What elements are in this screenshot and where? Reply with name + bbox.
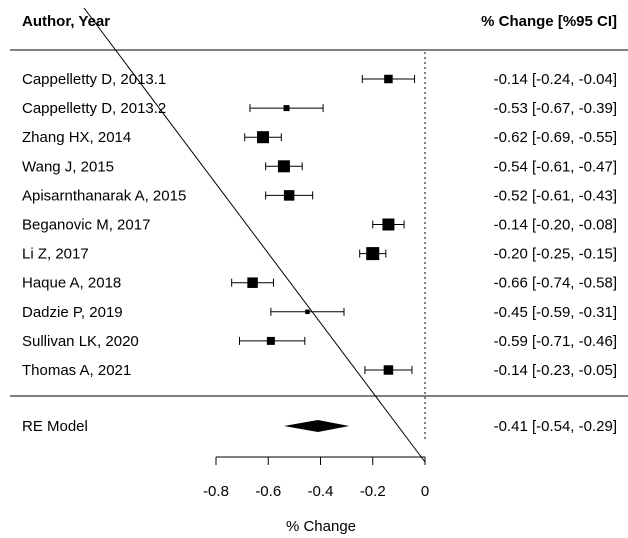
study-estimate: -0.62 [-0.69, -0.55]: [494, 129, 617, 146]
point-estimate: [247, 277, 258, 288]
study-label: Zhang HX, 2014: [22, 129, 131, 146]
header-estimate: % Change [%95 CI]: [481, 13, 617, 30]
point-estimate: [382, 218, 395, 231]
x-axis-label: % Change: [286, 518, 356, 535]
study-estimate: -0.20 [-0.25, -0.15]: [494, 246, 617, 263]
point-estimate: [266, 336, 275, 345]
summary-estimate: -0.41 [-0.54, -0.29]: [494, 418, 617, 435]
point-estimate: [305, 309, 310, 315]
study-estimate: -0.59 [-0.71, -0.46]: [494, 333, 617, 350]
point-estimate: [283, 105, 290, 112]
study-label: Cappelletty D, 2013.1: [22, 71, 166, 88]
study-estimate: -0.14 [-0.24, -0.04]: [494, 71, 617, 88]
x-tick-label: -0.6: [255, 483, 281, 500]
x-tick-label: -0.4: [308, 483, 334, 500]
study-label: Dadzie P, 2019: [22, 304, 123, 321]
study-estimate: -0.14 [-0.23, -0.05]: [494, 362, 617, 379]
header-study: Author, Year: [22, 13, 110, 30]
study-estimate: -0.53 [-0.67, -0.39]: [494, 100, 617, 117]
study-label: Sullivan LK, 2020: [22, 333, 139, 350]
study-label: Li Z, 2017: [22, 246, 89, 263]
study-estimate: -0.66 [-0.74, -0.58]: [494, 275, 617, 292]
study-estimate: -0.45 [-0.59, -0.31]: [494, 304, 617, 321]
study-label: Cappelletty D, 2013.2: [22, 100, 166, 117]
x-tick-label: 0: [421, 483, 429, 500]
diagonal-line: [83, 7, 426, 463]
study-estimate: -0.52 [-0.61, -0.43]: [494, 187, 617, 204]
summary-label: RE Model: [22, 418, 88, 435]
point-estimate: [257, 131, 270, 144]
point-estimate: [283, 190, 295, 201]
study-label: Beganovic M, 2017: [22, 217, 150, 234]
study-label: Thomas A, 2021: [22, 362, 131, 379]
point-estimate: [383, 365, 394, 375]
point-estimate: [366, 247, 380, 261]
study-label: Haque A, 2018: [22, 275, 121, 292]
study-label: Apisarnthanarak A, 2015: [22, 187, 186, 204]
study-estimate: -0.14 [-0.20, -0.08]: [494, 217, 617, 234]
x-tick-label: -0.8: [203, 483, 229, 500]
study-label: Wang J, 2015: [22, 158, 114, 175]
study-estimate: -0.54 [-0.61, -0.47]: [494, 158, 617, 175]
summary-diamond: [283, 420, 350, 432]
x-tick-label: -0.2: [360, 483, 386, 500]
point-estimate: [384, 74, 393, 84]
point-estimate: [277, 160, 290, 173]
